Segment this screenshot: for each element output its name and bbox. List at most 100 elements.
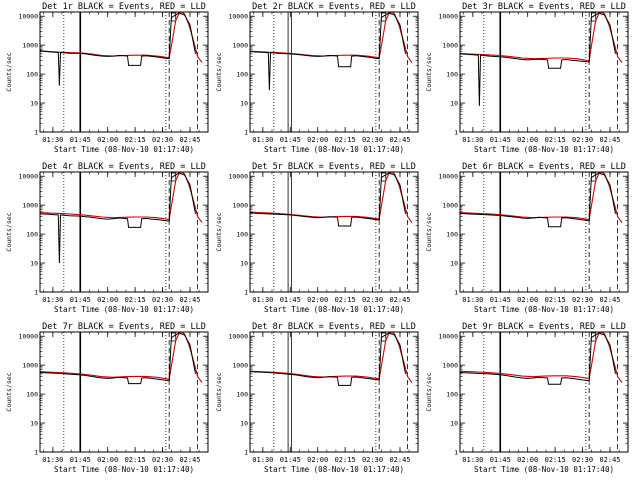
x-tick-label: 02:00 (97, 136, 118, 144)
x-tick-label: 02:30 (362, 136, 383, 144)
x-tick-label: 02:15 (125, 136, 146, 144)
y-tick-label: 100 (236, 71, 248, 79)
x-axis-label: Start Time (08-Nov-10 01:17:40) (264, 465, 404, 474)
x-tick-label: 02:30 (572, 296, 593, 304)
x-tick-label: 02:00 (517, 136, 538, 144)
y-tick-label: 1 (34, 129, 38, 137)
x-tick-label: 01:45 (280, 296, 301, 304)
y-tick-label: 10 (240, 420, 248, 428)
x-tick-label: 02:15 (335, 296, 356, 304)
events-series-line (40, 172, 196, 264)
x-tick-label: 01:30 (42, 296, 63, 304)
panel-title: Det 8r BLACK = Events, RED = LLD (252, 322, 416, 332)
lld-series-line (250, 12, 413, 63)
y-axis-label: Counts/sec (425, 372, 433, 411)
panel-title: Det 5r BLACK = Events, RED = LLD (252, 162, 416, 172)
plot-frame (249, 11, 419, 133)
plot-panel: Det 2r BLACK = Events, RED = LLD Counts/s… (215, 2, 419, 154)
y-tick-label: 100 (446, 71, 458, 79)
x-tick-label: 01:30 (462, 136, 483, 144)
y-tick-label: 100 (446, 391, 458, 399)
y-axis-label: Counts/sec (5, 52, 13, 91)
x-tick-label: 01:45 (490, 456, 511, 464)
x-tick-label: 01:30 (252, 456, 273, 464)
events-series-line (460, 12, 616, 106)
x-tick-label: 02:45 (389, 296, 410, 304)
events-series-line (460, 172, 616, 228)
lld-series-line (250, 172, 413, 223)
plot-panel: Det 6r BLACK = Events, RED = LLD Counts/s… (425, 162, 629, 314)
x-tick-label: 01:30 (252, 136, 273, 144)
x-axis-label: Start Time (08-Nov-10 01:17:40) (54, 305, 194, 314)
y-tick-label: 10 (450, 420, 458, 428)
events-series-line (250, 12, 406, 91)
panel-title: Det 1r BLACK = Events, RED = LLD (42, 2, 206, 12)
x-tick-label: 01:30 (42, 136, 63, 144)
plot-frame (459, 331, 629, 453)
plot-area (250, 332, 413, 452)
x-tick-label: 02:00 (307, 296, 328, 304)
y-tick-label: 1 (244, 289, 248, 297)
x-tick-label: 02:45 (599, 456, 620, 464)
y-tick-label: 10000 (438, 333, 458, 341)
x-tick-label: 01:45 (70, 296, 91, 304)
x-axis-label: Start Time (08-Nov-10 01:17:40) (474, 145, 614, 154)
plot-frame (459, 11, 629, 133)
x-tick-label: 02:00 (97, 296, 118, 304)
plot-frame (39, 171, 209, 293)
x-tick-label: 02:15 (545, 456, 566, 464)
y-tick-label: 10000 (228, 173, 248, 181)
y-tick-label: 10 (30, 100, 38, 108)
y-axis-label: Counts/sec (5, 212, 13, 251)
plot-area (460, 332, 623, 452)
x-axis-label: Start Time (08-Nov-10 01:17:40) (54, 465, 194, 474)
x-tick-label: 02:45 (179, 136, 200, 144)
y-axis-label: Counts/sec (425, 52, 433, 91)
events-series-line (40, 332, 196, 385)
x-tick-label: 02:15 (335, 136, 356, 144)
plot-panel: Det 5r BLACK = Events, RED = LLD Counts/s… (215, 162, 419, 314)
y-tick-label: 100 (446, 231, 458, 239)
y-tick-label: 1 (34, 449, 38, 457)
x-tick-label: 01:45 (70, 136, 91, 144)
y-tick-label: 1000 (22, 42, 38, 50)
events-series-line (40, 12, 196, 86)
panel-title: Det 3r BLACK = Events, RED = LLD (462, 2, 626, 12)
y-axis-label: Counts/sec (5, 372, 13, 411)
x-tick-label: 01:30 (462, 456, 483, 464)
plot-panel: Det 4r BLACK = Events, RED = LLD Counts/s… (5, 162, 209, 314)
y-axis-label: Counts/sec (215, 52, 223, 91)
y-tick-label: 10000 (18, 13, 38, 21)
plot-frame (459, 171, 629, 293)
y-tick-label: 10000 (438, 13, 458, 21)
x-tick-label: 02:30 (362, 296, 383, 304)
y-tick-label: 10 (30, 260, 38, 268)
lld-series-line (460, 332, 623, 383)
x-tick-label: 02:45 (389, 136, 410, 144)
lld-series-line (40, 332, 203, 383)
y-tick-label: 1 (244, 129, 248, 137)
plot-panel: Det 9r BLACK = Events, RED = LLD Counts/s… (425, 322, 629, 474)
plot-frame (249, 331, 419, 453)
y-tick-label: 10 (450, 260, 458, 268)
x-tick-label: 02:15 (335, 456, 356, 464)
x-axis-label: Start Time (08-Nov-10 01:17:40) (264, 145, 404, 154)
plot-frame (249, 171, 419, 293)
y-tick-label: 100 (26, 391, 38, 399)
panel-title: Det 4r BLACK = Events, RED = LLD (42, 162, 206, 172)
x-tick-label: 02:15 (125, 456, 146, 464)
x-tick-label: 02:00 (517, 456, 538, 464)
y-tick-label: 10000 (18, 333, 38, 341)
x-tick-label: 02:30 (152, 136, 173, 144)
y-tick-label: 10 (240, 100, 248, 108)
x-tick-label: 02:00 (517, 296, 538, 304)
y-tick-label: 10000 (228, 333, 248, 341)
x-tick-label: 01:30 (462, 296, 483, 304)
y-tick-label: 10 (240, 260, 248, 268)
panel-title: Det 2r BLACK = Events, RED = LLD (252, 2, 416, 12)
x-axis-label: Start Time (08-Nov-10 01:17:40) (474, 305, 614, 314)
plot-panel: Det 7r BLACK = Events, RED = LLD Counts/s… (5, 322, 209, 474)
plot-area (460, 12, 623, 132)
panel-title: Det 7r BLACK = Events, RED = LLD (42, 322, 206, 332)
lld-series-line (250, 332, 413, 383)
